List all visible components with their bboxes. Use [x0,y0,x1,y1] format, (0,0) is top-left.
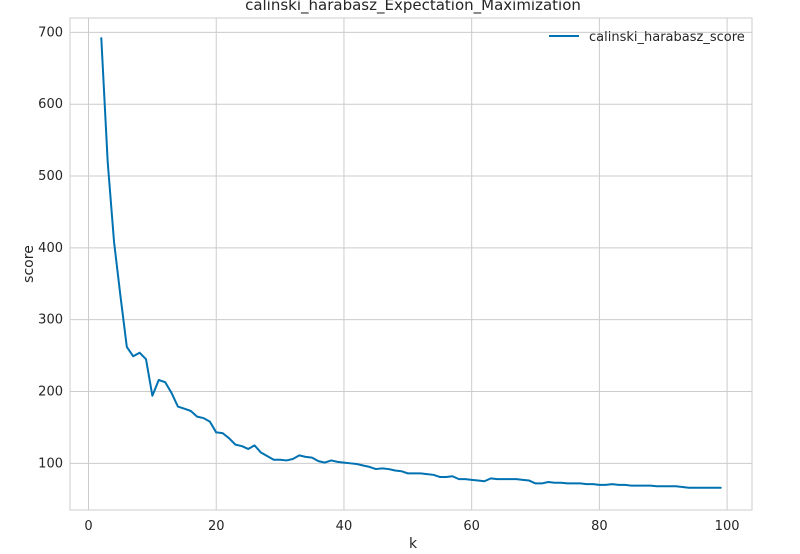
y-axis-label: score [21,245,37,283]
tick-labels: 0 20 40 60 80 100 100 200 300 400 500 600 700 [38,25,739,534]
x-tick-label: 60 [463,519,480,534]
x-tick-label: 40 [336,519,353,534]
y-tick-label: 200 [38,384,63,399]
x-axis-label: k [409,536,418,550]
x-tick-label: 20 [208,519,225,534]
y-tick-label: 300 [38,313,63,328]
plot-background [70,18,752,510]
y-tick-label: 100 [38,456,63,471]
x-tick-label: 100 [715,519,740,534]
plot-frame [69,17,753,511]
legend-label: calinski_harabasz_score [589,30,745,45]
grid-lines [70,18,752,510]
chart-title: calinski_harabasz_Expectation_Maximizati… [245,0,581,15]
y-tick-label: 400 [38,241,63,256]
x-tick-label: 0 [84,519,92,534]
series-layer [100,37,722,489]
axes [69,17,753,511]
x-tick-label: 80 [591,519,608,534]
y-tick-label: 600 [38,97,63,112]
y-tick-label: 700 [38,25,63,40]
series-line [100,37,722,489]
y-tick-label: 500 [38,169,63,184]
legend: calinski_harabasz_score [549,30,745,45]
